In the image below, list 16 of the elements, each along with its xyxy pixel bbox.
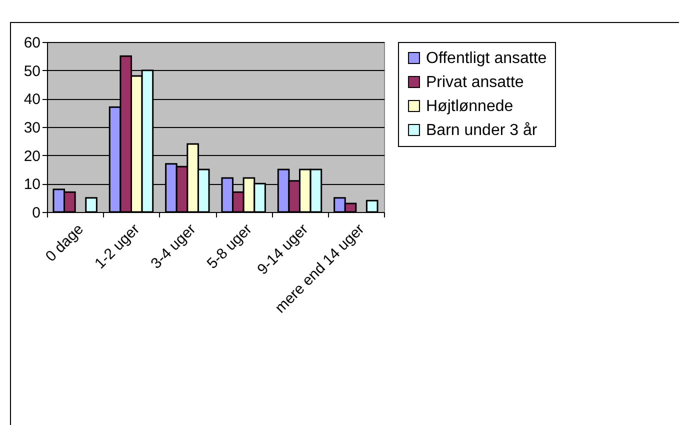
x-tick-label: 5-8 uger	[204, 220, 256, 272]
legend-label: Offentligt ansatte	[426, 50, 547, 67]
y-tick-label: 30	[24, 120, 40, 136]
y-tick-label: 50	[24, 62, 40, 80]
y-tick-label: 40	[24, 91, 40, 108]
x-tick-label: 1-2 uger	[92, 220, 144, 272]
y-tick-label: 0	[32, 204, 40, 222]
legend-label: Højtlønnede	[426, 98, 514, 115]
x-tick-label: 3-4 uger	[148, 220, 200, 272]
legend-label: Privat ansatte	[426, 74, 524, 91]
y-tick-label: 60	[24, 34, 40, 52]
y-tick-label: 20	[24, 148, 40, 165]
legend-label: Barn under 3 år	[426, 122, 538, 139]
bar	[85, 197, 98, 213]
y-tick-label: 10	[24, 176, 40, 194]
bar	[366, 200, 378, 213]
